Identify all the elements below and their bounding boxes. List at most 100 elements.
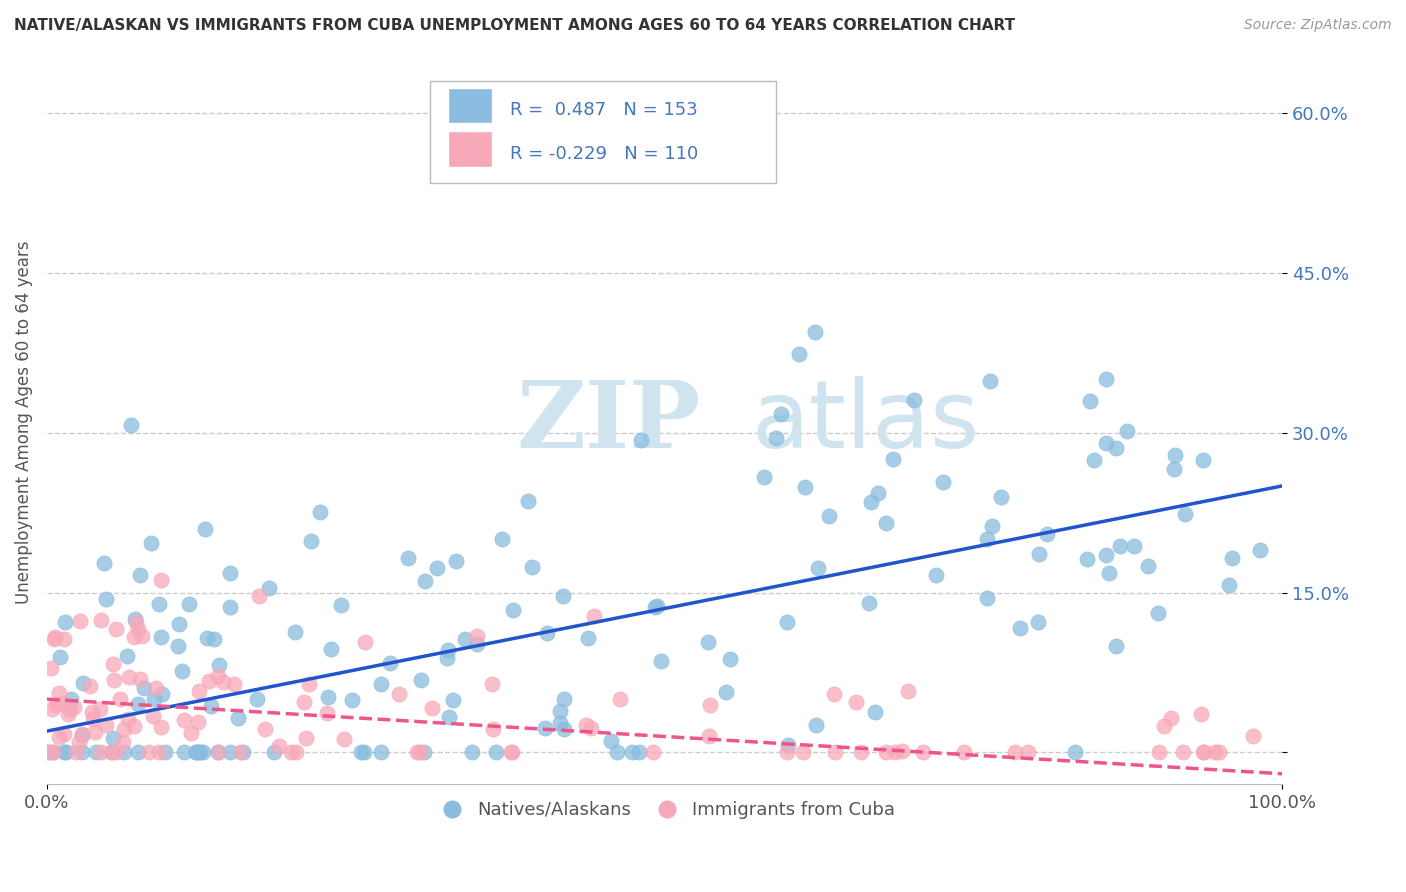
Point (124, 612, 146, 626)
Point (793, 480, 815, 494)
Point (187, 714, 209, 729)
Point (55, 746, 77, 760)
Point (398, 551, 420, 566)
Point (650, 653, 672, 667)
Point (155, 746, 177, 760)
Point (53, 632, 76, 646)
Point (39, 746, 62, 760)
Point (630, 433, 652, 447)
Point (441, 693, 464, 707)
Point (65, 746, 87, 760)
Point (117, 712, 139, 726)
Point (804, 325, 827, 339)
Point (1105, 441, 1128, 455)
Point (1218, 578, 1240, 592)
Point (1204, 746, 1226, 760)
Point (127, 622, 149, 636)
Point (70, 728, 93, 742)
Point (875, 516, 897, 530)
Point (370, 746, 392, 760)
Point (641, 746, 664, 760)
Point (70, 746, 93, 760)
Point (150, 630, 173, 644)
Point (89, 702, 111, 716)
Point (533, 721, 555, 735)
Point (536, 626, 558, 640)
Point (100, 746, 122, 760)
Point (118, 670, 141, 684)
Point (148, 746, 170, 760)
Point (82, 705, 104, 719)
Point (1095, 548, 1118, 562)
Point (1122, 540, 1144, 554)
Text: R =  0.487   N = 153: R = 0.487 N = 153 (510, 102, 697, 120)
Point (807, 561, 830, 575)
Y-axis label: Unemployment Among Ages 60 to 64 years: Unemployment Among Ages 60 to 64 years (15, 240, 32, 604)
Point (145, 681, 167, 695)
Point (45, 698, 67, 713)
Point (903, 392, 925, 407)
Point (188, 684, 211, 698)
Point (1105, 640, 1128, 654)
Point (195, 631, 218, 645)
Point (127, 697, 149, 711)
Point (173, 746, 195, 760)
Point (284, 746, 307, 760)
Point (316, 706, 339, 721)
Point (550, 704, 572, 718)
Point (105, 622, 128, 636)
Point (112, 746, 135, 760)
Point (1153, 719, 1175, 733)
Point (254, 722, 277, 736)
Point (167, 639, 190, 653)
Point (1017, 746, 1039, 760)
Point (824, 746, 846, 760)
Point (51, 696, 73, 710)
Point (420, 701, 443, 715)
Point (190, 746, 212, 760)
Point (207, 746, 229, 760)
Point (553, 691, 575, 706)
Point (1116, 424, 1139, 438)
Text: NATIVE/ALASKAN VS IMMIGRANTS FROM CUBA UNEMPLOYMENT AMONG AGES 60 TO 64 YEARS CO: NATIVE/ALASKAN VS IMMIGRANTS FROM CUBA U… (14, 18, 1015, 33)
Point (412, 746, 434, 760)
Point (138, 746, 160, 760)
Point (150, 720, 173, 734)
Point (139, 536, 162, 550)
Point (752, 470, 775, 484)
Point (353, 635, 375, 649)
Point (1109, 539, 1132, 553)
Point (1078, 393, 1101, 408)
Point (1083, 452, 1105, 467)
Point (1163, 462, 1185, 476)
Point (72, 676, 94, 690)
Point (246, 692, 269, 706)
Point (122, 719, 145, 733)
Point (284, 625, 307, 640)
Point (1208, 746, 1230, 760)
Point (56, 706, 79, 721)
Point (1173, 508, 1195, 522)
Point (845, 695, 868, 709)
Point (979, 374, 1001, 388)
Point (413, 574, 436, 589)
Point (169, 616, 191, 631)
Point (294, 731, 316, 745)
Point (981, 519, 1004, 533)
Point (444, 554, 467, 568)
Point (621, 746, 644, 760)
Point (882, 451, 904, 466)
Point (606, 746, 628, 760)
Point (42, 632, 65, 647)
Point (224, 677, 246, 691)
Point (63, 699, 86, 714)
Point (263, 746, 285, 760)
Point (129, 568, 152, 582)
Text: atlas: atlas (751, 376, 979, 468)
Point (194, 522, 217, 536)
Point (388, 687, 411, 701)
Point (103, 657, 125, 671)
Point (1189, 707, 1212, 722)
Point (112, 722, 135, 736)
Point (437, 643, 460, 657)
